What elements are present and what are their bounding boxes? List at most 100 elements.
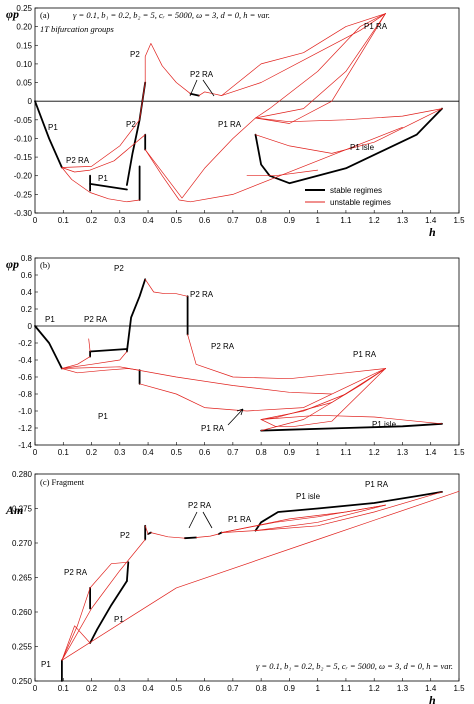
- y-tick-label: 0.25: [16, 4, 32, 13]
- y-tick-label: 0.280: [12, 470, 33, 479]
- x-tick-label: 0.5: [171, 216, 183, 225]
- unstable-branch-line: [144, 43, 191, 95]
- unstable-branch-line: [198, 13, 386, 96]
- branch-annotation: P2 RA: [190, 70, 214, 79]
- branch-annotation: P1 RA: [364, 22, 388, 31]
- x-tick-label: 1.1: [340, 448, 352, 457]
- x-tick-label: 1.4: [425, 216, 437, 225]
- branch-annotation: P2 RA: [188, 501, 212, 510]
- x-tick-label: 0.4: [143, 216, 155, 225]
- x-tick-label: 1: [315, 448, 320, 457]
- panel-label: (b): [40, 260, 50, 270]
- unstable-branch-line: [144, 278, 188, 297]
- stable-branch-line: [126, 81, 147, 186]
- branch-annotation: P1 RA: [218, 120, 242, 129]
- branch-annotation: P2: [120, 531, 130, 540]
- y-tick-label: -0.8: [18, 390, 32, 399]
- unstable-branch-line: [260, 368, 386, 431]
- x-axis-label: h: [429, 225, 436, 239]
- y-tick-label: 0.270: [12, 539, 33, 548]
- y-tick-label: 0.10: [16, 60, 32, 69]
- branch-annotation: P2 RA: [64, 568, 88, 577]
- x-tick-label: 0.8: [256, 448, 268, 457]
- unstable-branch-line: [221, 504, 386, 533]
- plot-frame: [34, 257, 460, 446]
- branch-annotation: P2: [130, 50, 140, 59]
- unstable-branch-line: [255, 504, 386, 531]
- x-tick-label: 0.7: [227, 448, 239, 457]
- stable-branch-line: [34, 100, 63, 169]
- unstable-branch-line: [61, 366, 333, 395]
- y-tick-label: 0.265: [12, 574, 33, 583]
- branch-annotation: P2 RA: [211, 342, 235, 351]
- x-tick-label: 1.5: [453, 684, 465, 693]
- unstable-branch-line: [144, 117, 256, 199]
- branch-annotation: P1: [114, 615, 124, 624]
- unstable-branch-line: [260, 414, 443, 425]
- x-tick-label: 1.1: [340, 216, 352, 225]
- x-tick-label: 1.1: [340, 684, 352, 693]
- y-tick-label: 0.260: [12, 608, 33, 617]
- unstable-branch-line: [144, 126, 403, 203]
- x-tick-label: 0.5: [171, 448, 183, 457]
- y-tick-label: -1.2: [18, 424, 32, 433]
- unstable-branch-line: [246, 169, 319, 177]
- x-tick-label: 0.8: [256, 216, 268, 225]
- unstable-branch-line: [61, 539, 146, 661]
- y-tick-label: -0.20: [14, 172, 33, 181]
- unstable-branch-line: [255, 13, 386, 119]
- unstable-branch-line: [221, 530, 256, 533]
- x-axis-label: h: [429, 693, 436, 704]
- x-tick-label: 1: [315, 216, 320, 225]
- stable-branch-line: [183, 536, 197, 540]
- stable-branch-line: [34, 325, 63, 370]
- y-tick-label: 0.05: [16, 79, 32, 88]
- x-tick-label: 0.2: [86, 448, 98, 457]
- branch-annotation: P1: [98, 412, 108, 421]
- panel-label: (c) Fragment: [40, 477, 85, 487]
- unstable-branch-line: [255, 491, 443, 531]
- y-tick-label: -0.05: [14, 116, 33, 125]
- y-axis-label: φp: [6, 7, 19, 21]
- branch-annotation: P1 isle: [350, 143, 375, 152]
- y-axis-label: φp: [6, 257, 19, 271]
- x-tick-label: 0.9: [284, 684, 296, 693]
- x-tick-label: 0: [33, 684, 38, 693]
- x-tick-label: 0.9: [284, 216, 296, 225]
- unstable-branch-line: [195, 533, 220, 538]
- x-tick-label: 0.6: [199, 448, 211, 457]
- panel-b-chart: 0 0.1 0.2 0.3 0.4 0.5 0.6 0.7 0.8 0.9 1 1.1 1.2 1.3 1.…: [6, 254, 465, 457]
- x-tick-label: 1.5: [453, 216, 465, 225]
- x-tick-label: 0.1: [58, 216, 70, 225]
- branch-annotation: P1: [45, 315, 55, 324]
- y-tick-label: -0.25: [14, 190, 33, 199]
- parameters-text: γ = 0.1, b₁ = 0.2, b₂ = 5, cᵣ = 5000, ω …: [73, 10, 270, 20]
- y-tick-label: -1.4: [18, 441, 32, 450]
- x-tick-label: 1.5: [453, 448, 465, 457]
- stable-branch-line: [89, 348, 128, 353]
- plot-frame: [34, 473, 460, 682]
- x-tick-label: 0.1: [58, 684, 70, 693]
- unstable-branch-line: [255, 13, 386, 124]
- x-tick-label: 1.4: [425, 684, 437, 693]
- x-tick-label: 0.4: [143, 684, 155, 693]
- y-tick-label: 0.15: [16, 41, 32, 50]
- annotation-arrow: [227, 408, 244, 426]
- x-tick-label: 0.3: [114, 216, 126, 225]
- branch-annotation: P1 isle: [372, 420, 397, 429]
- branch-annotation: P1 RA: [365, 480, 389, 489]
- x-tick-label: 1.2: [369, 448, 381, 457]
- x-tick-label: 1.3: [397, 448, 409, 457]
- stable-branch-line: [126, 278, 147, 353]
- x-tick-label: 1: [315, 684, 320, 693]
- y-tick-label: 0.8: [21, 254, 33, 263]
- unstable-branch-line: [221, 13, 386, 96]
- x-tick-label: 1.2: [369, 216, 381, 225]
- branch-annotation: P2: [114, 264, 124, 273]
- x-tick-label: 0: [33, 216, 38, 225]
- y-tick-label: -0.10: [14, 134, 33, 143]
- x-tick-label: 1.3: [397, 216, 409, 225]
- branch-annotation: P1: [98, 174, 108, 183]
- y-tick-label: 0.4: [21, 288, 33, 297]
- x-tick-label: 0.4: [143, 448, 155, 457]
